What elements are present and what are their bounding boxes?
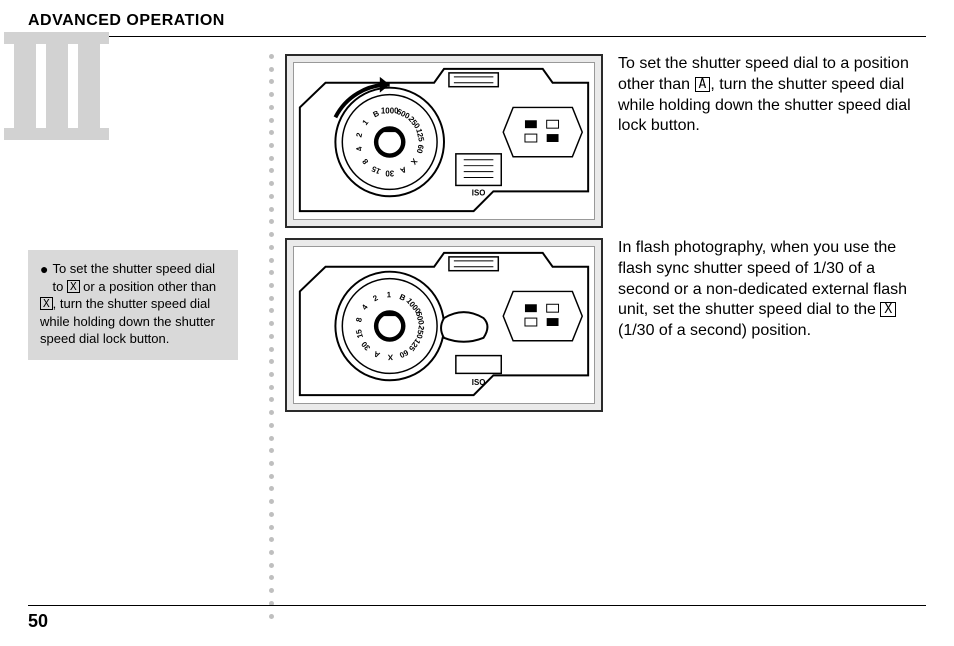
divider-dot bbox=[269, 67, 274, 72]
sidebar-text-suffix: , turn the shutter speed dial while hold… bbox=[40, 296, 215, 346]
divider-dot bbox=[269, 308, 274, 313]
svg-text:30: 30 bbox=[385, 169, 394, 178]
divider-dot bbox=[269, 563, 274, 568]
divider-dot bbox=[269, 588, 274, 593]
iso-label: ISO bbox=[472, 188, 486, 197]
divider-dot bbox=[269, 486, 274, 491]
divider-dot bbox=[269, 219, 274, 224]
boxed-x-2: X bbox=[40, 297, 53, 310]
divider-dot bbox=[269, 92, 274, 97]
divider-dot bbox=[269, 232, 274, 237]
divider-dot bbox=[269, 372, 274, 377]
paragraph-2: In flash photography, when you use the f… bbox=[618, 238, 928, 342]
figure-1: 100050025012560XA30158421B ISO bbox=[285, 54, 603, 228]
divider-dot bbox=[269, 118, 274, 123]
divider-dot bbox=[269, 245, 274, 250]
para2-prefix: In flash photography, when you use the f… bbox=[618, 239, 907, 318]
divider-dot bbox=[269, 181, 274, 186]
footer-rule bbox=[28, 605, 926, 606]
divider-dot bbox=[269, 207, 274, 212]
divider-dot bbox=[269, 448, 274, 453]
header: ADVANCED OPERATION bbox=[28, 12, 926, 37]
divider-dot bbox=[269, 550, 274, 555]
figure-1-inner: 100050025012560XA30158421B ISO bbox=[293, 62, 595, 220]
paragraph-1: To set the shutter speed dial to a posit… bbox=[618, 54, 928, 137]
divider-dot bbox=[269, 347, 274, 352]
divider-dot bbox=[269, 194, 274, 199]
divider-dot bbox=[269, 423, 274, 428]
header-rule bbox=[28, 36, 926, 37]
divider-dot bbox=[269, 359, 274, 364]
divider-dot bbox=[269, 321, 274, 326]
divider-dot bbox=[269, 461, 274, 466]
divider-dot bbox=[269, 575, 274, 580]
dotted-divider bbox=[268, 54, 274, 619]
para2-suffix: (1/30 of a second) position. bbox=[618, 322, 811, 339]
divider-dot bbox=[269, 525, 274, 530]
svg-text:X: X bbox=[387, 353, 393, 362]
divider-dot bbox=[269, 130, 274, 135]
divider-dot bbox=[269, 143, 274, 148]
divider-dot bbox=[269, 105, 274, 110]
svg-text:ISO: ISO bbox=[472, 378, 486, 387]
figure-2: 100050025012560XA30158421B ISO bbox=[285, 238, 603, 412]
divider-dot bbox=[269, 499, 274, 504]
divider-dot bbox=[269, 537, 274, 542]
divider-dot bbox=[269, 54, 274, 59]
divider-dot bbox=[269, 474, 274, 479]
divider-dot bbox=[269, 410, 274, 415]
boxed-x-1: X bbox=[67, 280, 80, 293]
figure-2-inner: 100050025012560XA30158421B ISO bbox=[293, 246, 595, 404]
divider-dot bbox=[269, 270, 274, 275]
bullet-icon: ● bbox=[40, 260, 48, 279]
divider-dot bbox=[269, 614, 274, 619]
divider-dot bbox=[269, 296, 274, 301]
divider-dot bbox=[269, 79, 274, 84]
sidebar-note: ● To set the shutter speed dial to X or … bbox=[28, 250, 238, 360]
sidebar-text-mid: or a position other than bbox=[80, 279, 217, 294]
divider-dot bbox=[269, 258, 274, 263]
divider-dot bbox=[269, 512, 274, 517]
divider-dot bbox=[269, 397, 274, 402]
page-title: ADVANCED OPERATION bbox=[28, 12, 926, 30]
divider-dot bbox=[269, 436, 274, 441]
section-numeral-icon bbox=[2, 26, 122, 146]
divider-dot bbox=[269, 156, 274, 161]
divider-dot bbox=[269, 385, 274, 390]
svg-text:1: 1 bbox=[387, 290, 392, 299]
boxed-x-main: X bbox=[880, 302, 896, 317]
page-number: 50 bbox=[28, 611, 48, 632]
divider-dot bbox=[269, 168, 274, 173]
divider-dot bbox=[269, 283, 274, 288]
boxed-a: A bbox=[695, 77, 711, 92]
divider-dot bbox=[269, 334, 274, 339]
